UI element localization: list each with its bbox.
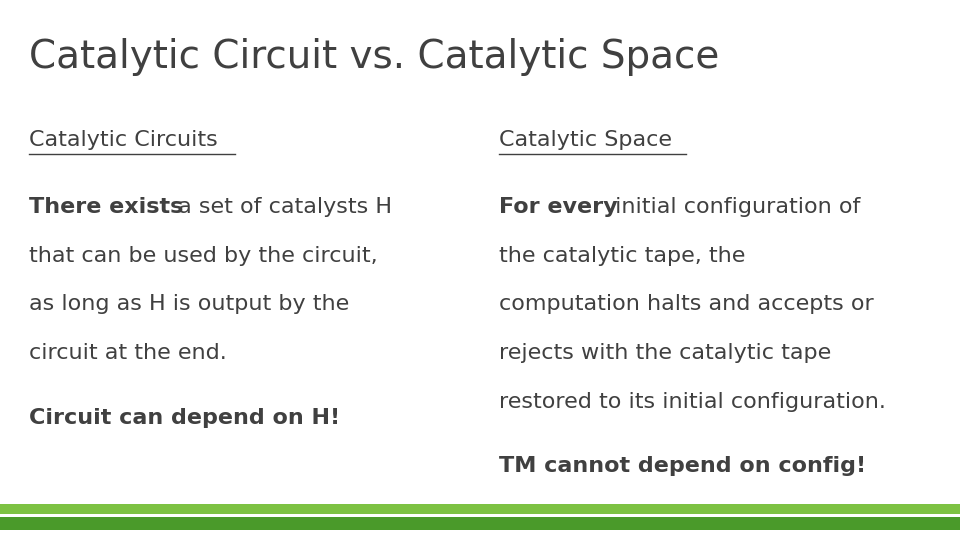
Text: rejects with the catalytic tape: rejects with the catalytic tape bbox=[499, 343, 831, 363]
Text: Catalytic Space: Catalytic Space bbox=[499, 130, 672, 150]
Text: Catalytic Circuit vs. Catalytic Space: Catalytic Circuit vs. Catalytic Space bbox=[29, 38, 719, 76]
Text: Catalytic Circuits: Catalytic Circuits bbox=[29, 130, 218, 150]
Text: that can be used by the circuit,: that can be used by the circuit, bbox=[29, 246, 377, 266]
Text: restored to its initial configuration.: restored to its initial configuration. bbox=[499, 392, 886, 411]
Text: as long as H is output by the: as long as H is output by the bbox=[29, 294, 349, 314]
Bar bbox=[0, 504, 960, 514]
Text: For every: For every bbox=[499, 197, 618, 217]
Bar bbox=[0, 517, 960, 530]
Text: There exists: There exists bbox=[29, 197, 183, 217]
Text: circuit at the end.: circuit at the end. bbox=[29, 343, 227, 363]
Text: Circuit can depend on H!: Circuit can depend on H! bbox=[29, 408, 340, 428]
Text: a set of catalysts H: a set of catalysts H bbox=[171, 197, 392, 217]
Text: TM cannot depend on config!: TM cannot depend on config! bbox=[499, 456, 866, 476]
Text: the catalytic tape, the: the catalytic tape, the bbox=[499, 246, 746, 266]
Text: computation halts and accepts or: computation halts and accepts or bbox=[499, 294, 874, 314]
Text: initial configuration of: initial configuration of bbox=[608, 197, 860, 217]
